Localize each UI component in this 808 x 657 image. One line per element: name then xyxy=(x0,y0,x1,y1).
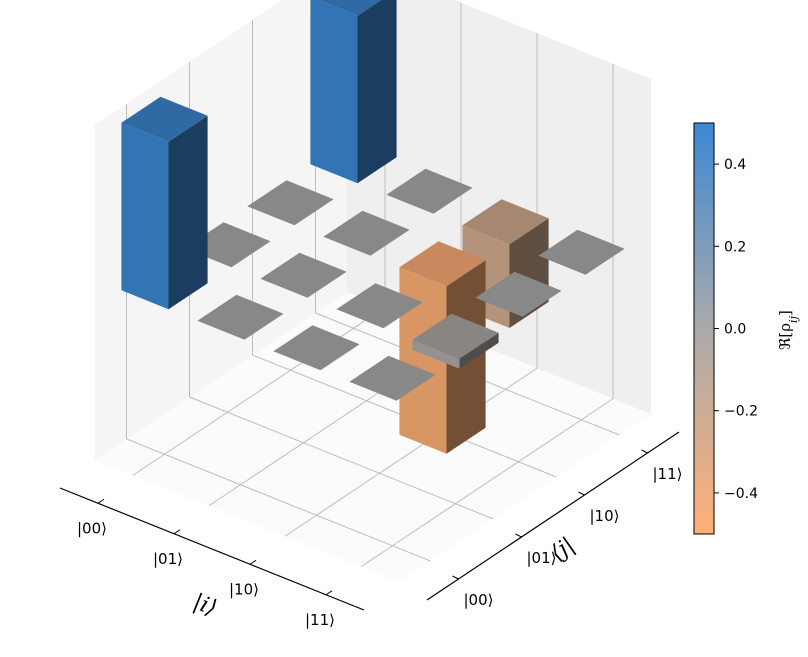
colorbar-label-main: ℜ[ρ xyxy=(776,323,794,350)
bar-top-face xyxy=(336,283,423,329)
bar-top-face xyxy=(318,0,382,16)
grid-line xyxy=(189,396,494,520)
bar-3-1 xyxy=(412,313,499,369)
colorbar-tick-label: 0.0 xyxy=(724,322,746,338)
colorbar-tick-label: −0.4 xyxy=(724,486,758,502)
x-tick-label: |01⟩ xyxy=(153,550,183,568)
bar-2-0 xyxy=(273,325,360,371)
bar-1-3 xyxy=(386,168,473,214)
bar-top-face xyxy=(412,313,499,359)
x-tick-label: |11⟩ xyxy=(305,611,335,629)
x-axis-line xyxy=(59,487,365,611)
bar-side-face xyxy=(357,0,397,184)
y-tick xyxy=(452,575,459,580)
x-tick xyxy=(249,559,257,565)
bar-3-0 xyxy=(349,355,436,401)
bar-2-1 xyxy=(336,283,423,329)
bar-top-face xyxy=(273,325,360,371)
y-tick xyxy=(641,449,648,454)
colorbar-label: ℜ[ρij] xyxy=(776,310,800,350)
bar-top-face xyxy=(323,210,410,256)
grid-lines xyxy=(126,0,620,568)
y-tick xyxy=(578,491,585,496)
bar-1-1 xyxy=(260,252,347,298)
x-axis-label: |i⟩ xyxy=(189,590,220,622)
bar-top-face xyxy=(386,168,473,214)
grid-line xyxy=(360,398,614,568)
bar-top-face xyxy=(462,199,549,245)
bar-1-2 xyxy=(323,210,410,256)
bar-top-face xyxy=(475,271,562,317)
bar-top-face xyxy=(538,229,625,275)
bar-top-face xyxy=(197,294,284,340)
x-tick xyxy=(97,498,105,504)
bar-top-face xyxy=(247,180,334,226)
colorbar-label-subscript: ij xyxy=(787,315,800,323)
colorbar: 0.4 0.2 0.0 −0.2 −0.4 ℜ[ρij] xyxy=(693,122,800,535)
axes xyxy=(59,431,680,611)
bar-front-face xyxy=(399,267,447,454)
x-tick xyxy=(325,590,333,596)
bar-front-face xyxy=(310,0,358,184)
bar-0-3 xyxy=(310,0,397,184)
grid-line xyxy=(126,438,431,562)
bar-3-3 xyxy=(538,229,625,275)
bar-front-face xyxy=(412,339,460,369)
y-tick-label: |10⟩ xyxy=(590,507,620,525)
bar-0-0 xyxy=(121,96,208,310)
grid-line xyxy=(284,367,538,537)
bar-3-2 xyxy=(475,271,562,317)
floor-pane xyxy=(95,292,651,582)
y-tick-label: |11⟩ xyxy=(653,465,683,483)
bar-top-face xyxy=(349,355,436,401)
y-tick-label: |00⟩ xyxy=(464,591,494,609)
x-tick-label: |00⟩ xyxy=(77,519,107,537)
bar-1-0 xyxy=(197,294,284,340)
bar-side-face xyxy=(168,115,208,310)
x-tick-label: |10⟩ xyxy=(229,580,259,598)
y-tick xyxy=(515,533,522,538)
colorbar-tick-label: 0.4 xyxy=(724,157,746,173)
y-axis-line xyxy=(426,431,680,601)
grid-line xyxy=(132,306,386,476)
bar-top-face xyxy=(121,96,208,142)
bar-top-face xyxy=(260,252,347,298)
colorbar-gradient xyxy=(693,122,715,535)
y-tick-label: |01⟩ xyxy=(527,549,557,567)
colorbar-label-end: ] xyxy=(776,310,794,316)
x-tick xyxy=(173,529,181,535)
bar-top-face xyxy=(399,241,486,287)
bar-front-face xyxy=(121,122,169,310)
colorbar-tick-label: 0.2 xyxy=(724,239,746,255)
bar-0-2 xyxy=(247,180,334,226)
bar-side-face xyxy=(459,332,499,369)
bars xyxy=(121,0,625,454)
colorbar-tick-label: −0.2 xyxy=(724,404,758,420)
